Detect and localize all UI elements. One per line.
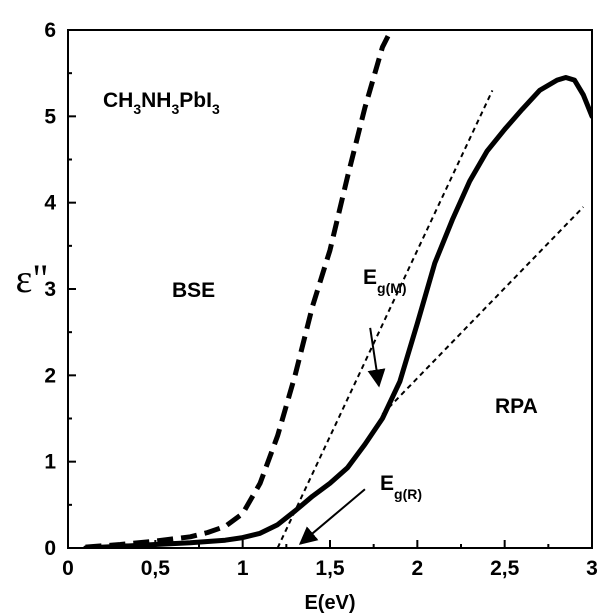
x-tick-label: 0 [62,557,74,580]
y-tick-label: 5 [44,105,56,128]
gap-m-label: Eg(M) [363,266,407,296]
formula-sub-3: 3 [212,101,220,117]
formula-part-3: PbI [179,89,212,112]
tangent-line-2 [381,206,585,415]
series-layer [83,30,592,548]
y-tick-label: 1 [44,451,56,474]
compound-formula-label: CH3NH3PbI3 [103,89,220,117]
formula-sub-2: 3 [171,101,179,117]
x-tick-label: 1 [237,557,249,580]
y-tick-label: 4 [44,192,56,215]
x-tick-label: 1,5 [315,557,345,580]
gap-arrow-1 [367,327,386,388]
arrows-layer [298,327,386,545]
formula-part-1: CH [103,89,133,112]
x-tick-label: 0,5 [141,557,171,580]
y-tick-label: 6 [44,19,56,42]
series-line-bse [85,30,394,548]
gap-r-label: Eg(R) [380,472,422,502]
bse-series-label: BSE [172,279,215,302]
gap-m-main: E [363,266,377,289]
y-tick-label: 3 [44,278,56,301]
x-tick-label: 2 [411,557,423,580]
formula-part-2: NH [141,89,171,112]
x-tick-label: 2,5 [490,557,520,580]
formula-sub-1: 3 [133,101,141,117]
y-tick-label: 2 [44,364,56,387]
gap-r-main: E [380,472,394,495]
series-line-rpa [83,75,592,548]
axis-ticks: 0 0,5 1 1,5 2 2,5 3 0 1 2 3 4 5 6 [44,19,598,580]
tangent-line-1 [276,89,494,548]
gap-arrow-2 [298,488,366,545]
y-axis-label: ε" [15,256,48,301]
gap-m-sub: g(M) [377,280,407,296]
x-tick-label: 3 [586,557,598,580]
y-tick-label: 0 [44,537,56,560]
gap-r-sub: g(R) [394,486,422,502]
rpa-series-label: RPA [495,395,538,418]
x-axis-label: E(eV) [304,592,355,613]
